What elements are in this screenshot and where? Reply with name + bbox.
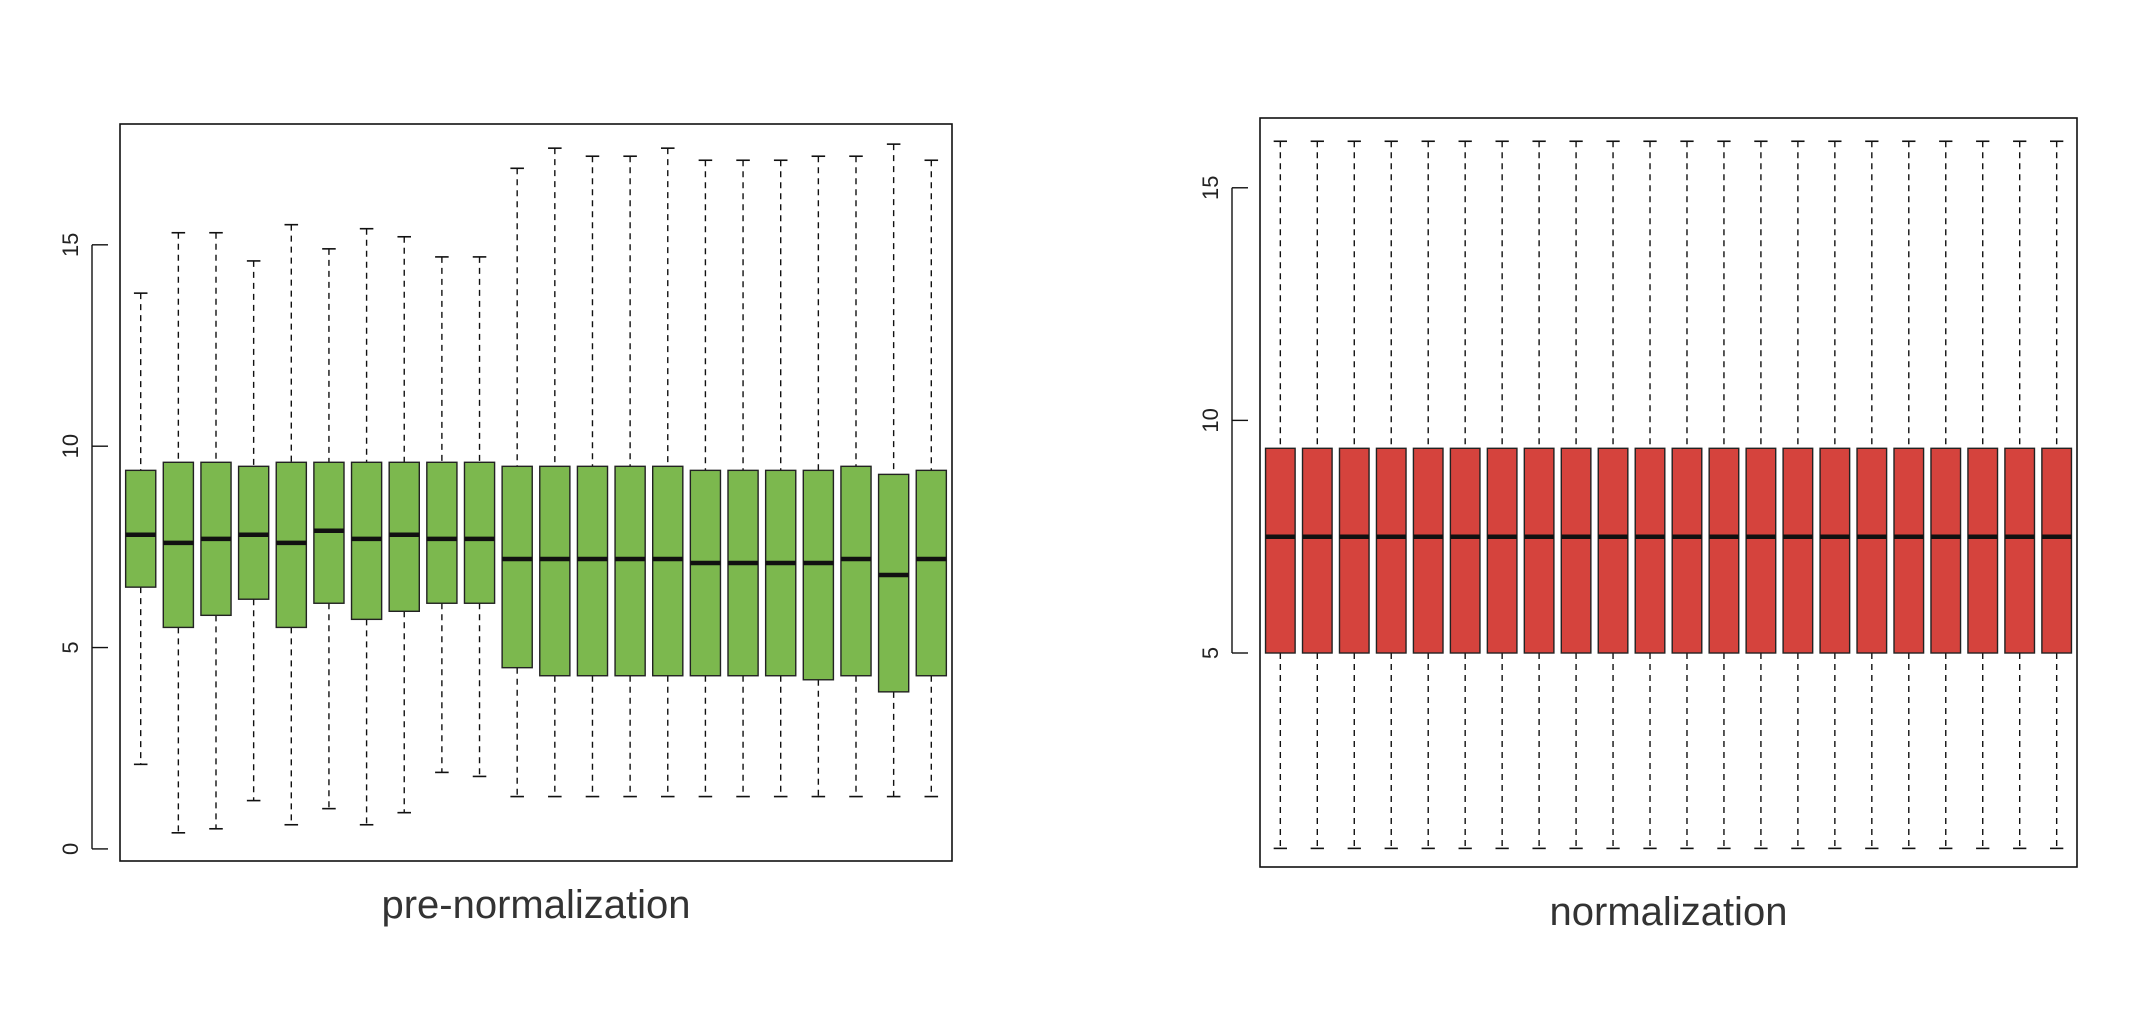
normalization-box-20 — [1967, 140, 1999, 850]
pre-normalization-box-22 — [915, 159, 948, 798]
iqr-box — [915, 469, 948, 677]
normalization-box-9 — [1560, 140, 1592, 850]
iqr-box — [1412, 447, 1444, 654]
pre-normalization-box-6 — [313, 248, 345, 810]
iqr-box — [689, 469, 722, 677]
iqr-box — [1708, 447, 1740, 654]
normalization-plot-frame — [1259, 117, 2078, 868]
normalization-box-7 — [1486, 140, 1518, 850]
normalization-box-11 — [1634, 140, 1666, 850]
pre-normalization-box-7 — [350, 227, 383, 826]
iqr-box — [802, 469, 835, 681]
pre-normalization-box-17 — [727, 159, 759, 798]
iqr-box — [1856, 447, 1888, 654]
pre-normalization-y-axis: 0 5 10 15 — [58, 233, 108, 855]
pre-normalization-panel: 0 5 10 15 pre-normalization — [58, 123, 953, 927]
normalization-box-15 — [1782, 140, 1814, 850]
iqr-box — [1967, 447, 1999, 654]
pre-normalization-box-2 — [162, 231, 195, 834]
iqr-box — [877, 473, 910, 693]
iqr-box — [1893, 447, 1925, 654]
pre-normalization-y-tick-label: 15 — [58, 233, 83, 257]
normalization-boxes — [1264, 140, 2073, 850]
normalization-box-10 — [1597, 140, 1629, 850]
normalization-box-19 — [1930, 140, 1962, 850]
iqr-box — [1560, 447, 1592, 654]
iqr-box — [1486, 447, 1518, 654]
iqr-box — [1597, 447, 1629, 654]
pre-normalization-box-12 — [539, 147, 571, 798]
normalization-box-18 — [1893, 140, 1925, 850]
pre-normalization-box-13 — [576, 155, 609, 798]
normalization-box-8 — [1523, 140, 1555, 850]
iqr-box — [1264, 447, 1296, 654]
pre-normalization-x-label: pre-normalization — [381, 883, 690, 927]
normalization-y-tick-label: 15 — [1198, 176, 1223, 200]
normalization-box-17 — [1856, 140, 1888, 850]
pre-normalization-box-15 — [652, 147, 684, 798]
normalization-x-label: normalization — [1550, 890, 1788, 934]
iqr-box — [2004, 447, 2036, 654]
pre-normalization-box-1 — [124, 292, 157, 766]
iqr-box — [1338, 447, 1370, 654]
normalization-box-1 — [1264, 140, 1296, 850]
pre-normalization-box-20 — [840, 155, 872, 798]
iqr-box — [1375, 447, 1407, 654]
iqr-box — [652, 465, 684, 677]
iqr-box — [1634, 447, 1666, 654]
pre-normalization-box-10 — [463, 256, 496, 778]
iqr-box — [1301, 447, 1333, 654]
pre-normalization-y-tick-label: 0 — [58, 843, 83, 855]
iqr-box — [1782, 447, 1814, 654]
iqr-box — [1819, 447, 1851, 654]
normalization-box-4 — [1375, 140, 1407, 850]
pre-normalization-box-4 — [237, 260, 270, 802]
normalization-box-13 — [1708, 140, 1740, 850]
iqr-box — [124, 469, 157, 588]
iqr-box — [463, 461, 496, 604]
iqr-box — [539, 465, 571, 677]
normalization-y-tick-label: 5 — [1198, 647, 1223, 659]
pre-normalization-box-14 — [614, 155, 646, 798]
iqr-box — [840, 465, 872, 677]
pre-normalization-plot-frame — [119, 123, 953, 862]
normalization-box-6 — [1449, 140, 1481, 850]
iqr-box — [1449, 447, 1481, 654]
iqr-box — [576, 465, 609, 677]
normalization-panel: 5 10 15 normalization — [1198, 117, 2078, 934]
iqr-box — [2041, 447, 2073, 654]
normalization-box-3 — [1338, 140, 1370, 850]
pre-normalization-box-21 — [877, 143, 910, 798]
iqr-box — [1930, 447, 1962, 654]
pre-normalization-box-9 — [426, 256, 458, 774]
pre-normalization-box-16 — [689, 159, 722, 798]
pre-normalization-box-5 — [275, 223, 308, 826]
iqr-box — [1745, 447, 1777, 654]
normalization-box-16 — [1819, 140, 1851, 850]
normalization-y-axis: 5 10 15 — [1198, 176, 1248, 659]
pre-normalization-box-8 — [388, 235, 420, 814]
iqr-box — [764, 469, 797, 677]
normalization-box-12 — [1671, 140, 1703, 850]
iqr-box — [727, 469, 759, 677]
normalization-box-5 — [1412, 140, 1444, 850]
normalization-box-22 — [2041, 140, 2073, 850]
pre-normalization-box-19 — [802, 155, 835, 798]
pre-normalization-box-18 — [764, 159, 797, 798]
iqr-box — [614, 465, 646, 677]
pre-normalization-y-tick-label: 5 — [58, 641, 83, 653]
iqr-box — [501, 465, 533, 669]
pre-normalization-boxes — [124, 143, 948, 834]
normalization-box-2 — [1301, 140, 1333, 850]
iqr-box — [426, 461, 458, 604]
pre-normalization-box-11 — [501, 167, 533, 798]
pre-normalization-box-3 — [200, 231, 232, 830]
normalization-box-21 — [2004, 140, 2036, 850]
iqr-box — [1671, 447, 1703, 654]
normalization-y-tick-label: 10 — [1198, 408, 1223, 432]
pre-normalization-y-tick-label: 10 — [58, 434, 83, 458]
iqr-box — [1523, 447, 1555, 654]
normalization-box-14 — [1745, 140, 1777, 850]
